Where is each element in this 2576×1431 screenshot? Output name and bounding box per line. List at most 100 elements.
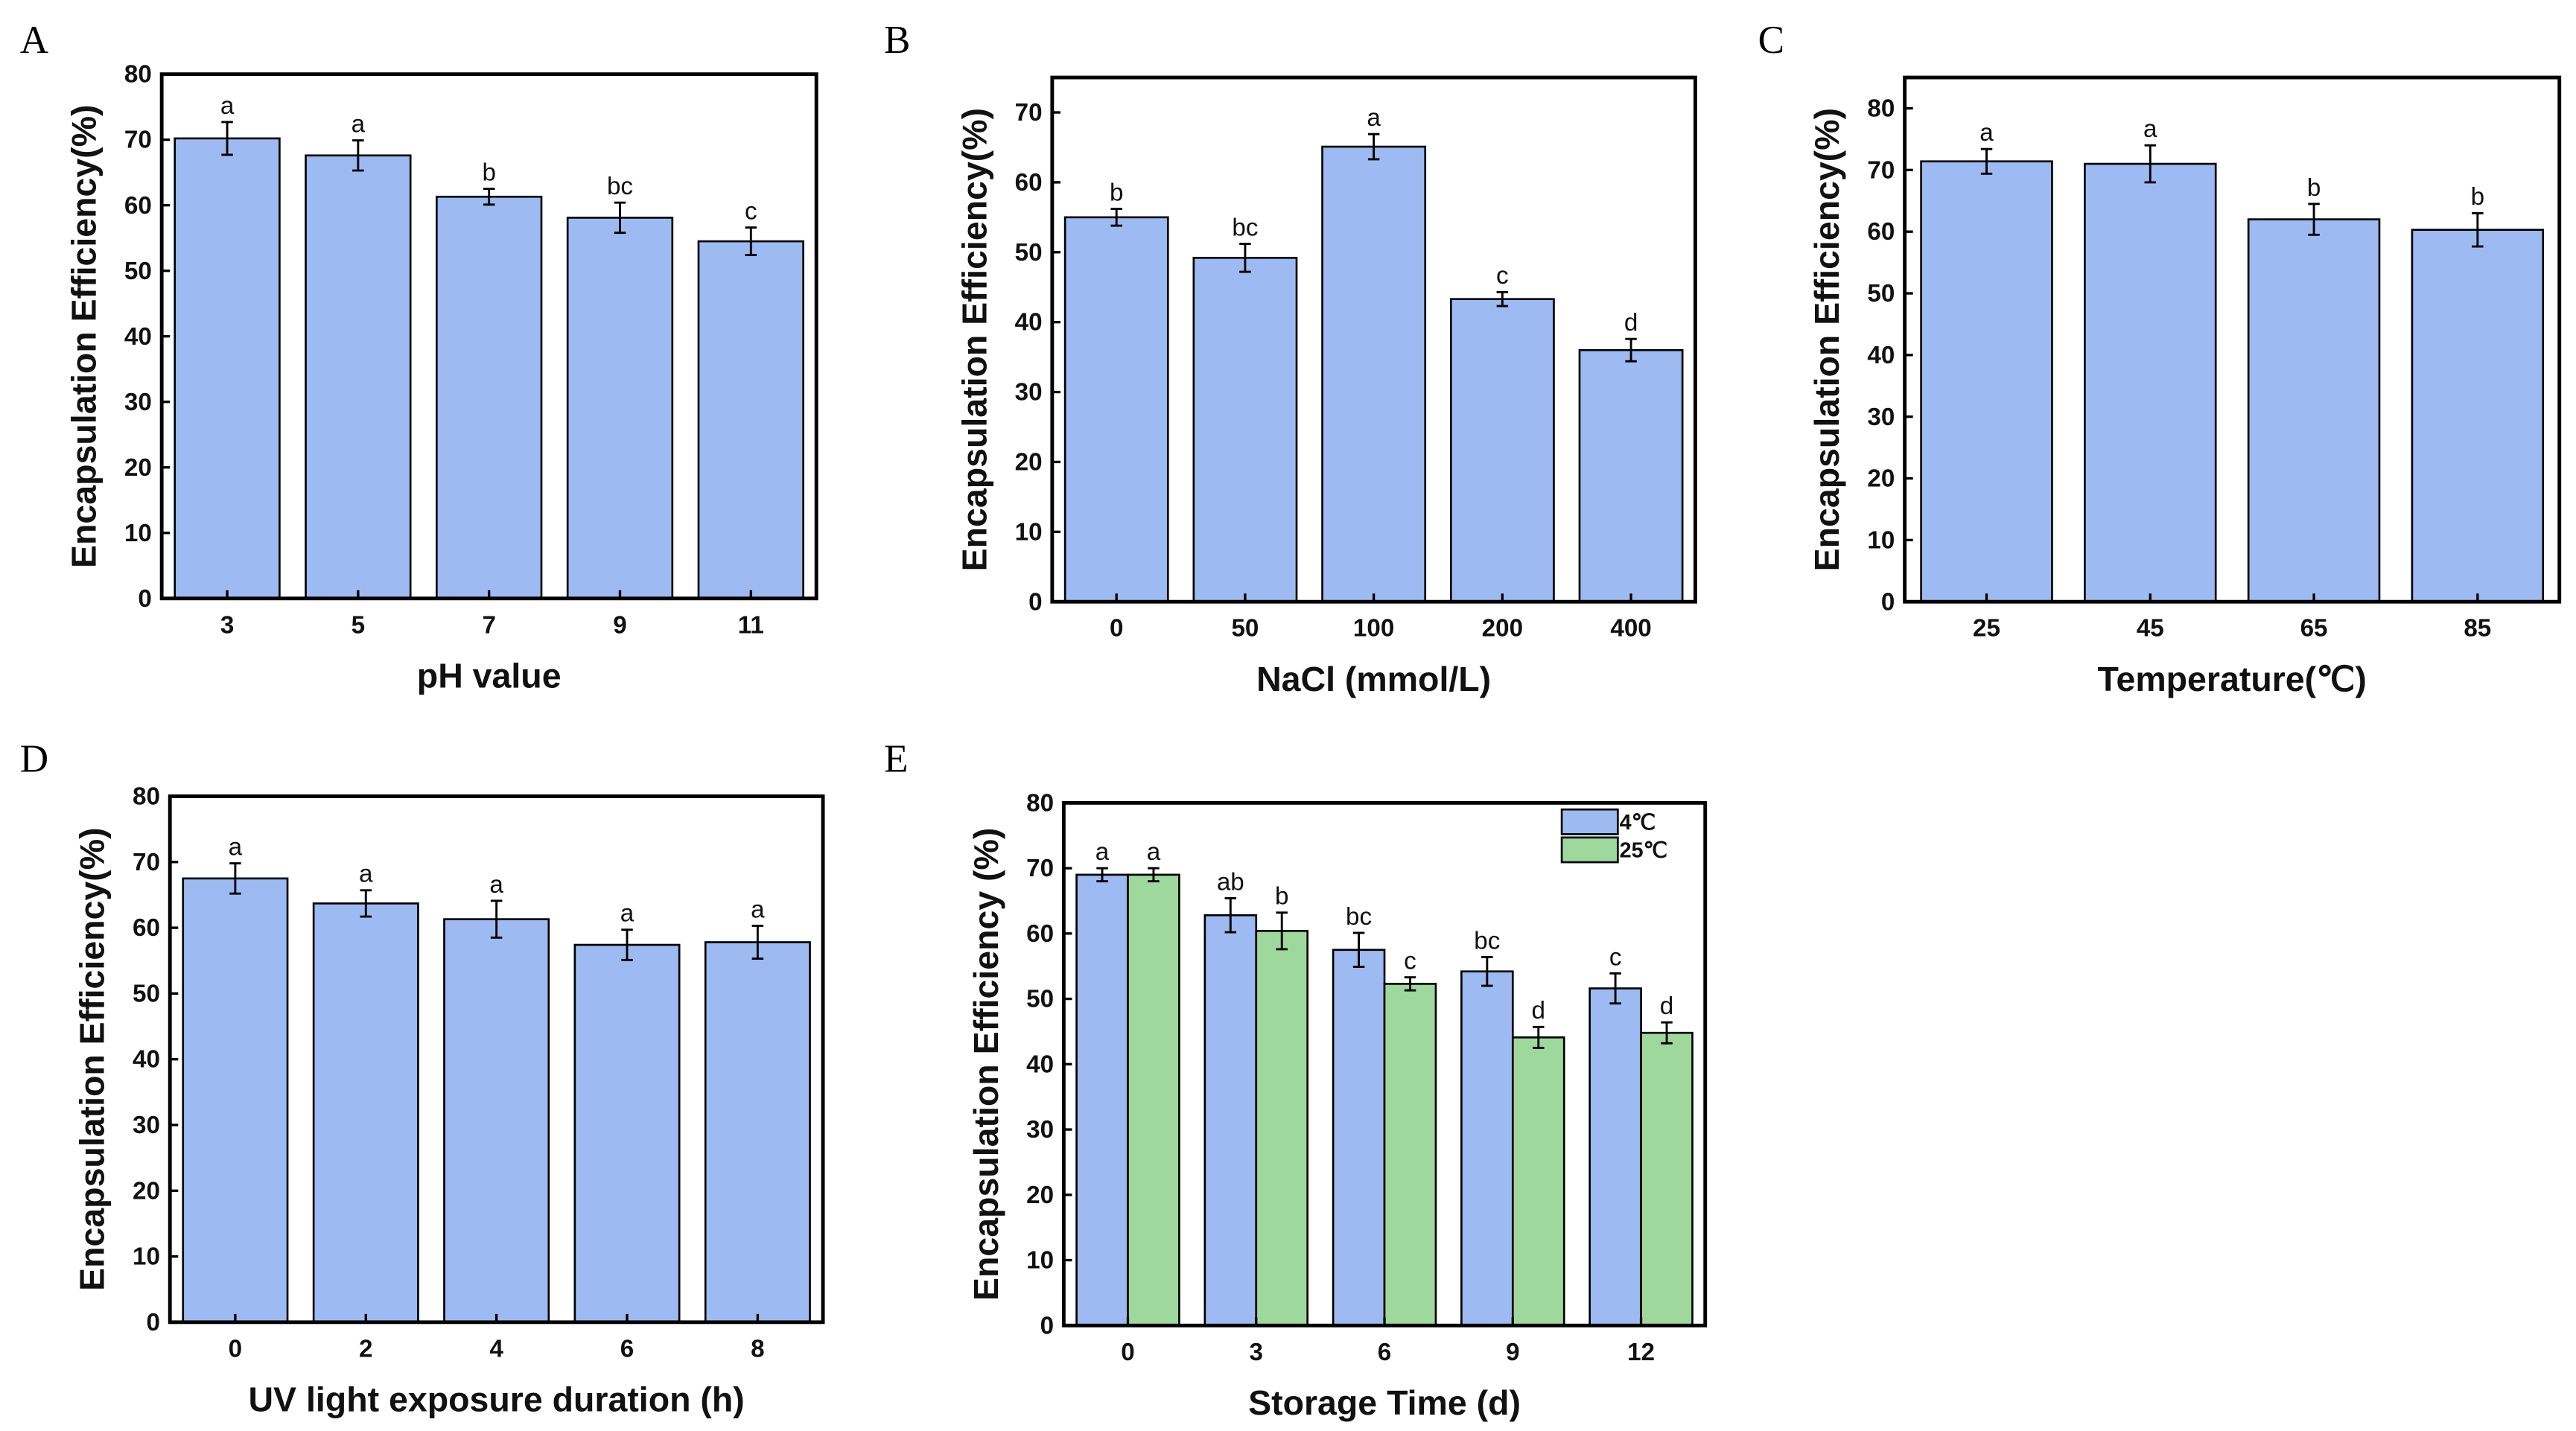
error-bar [614, 201, 626, 235]
x-tick-label: 0 [229, 1335, 242, 1363]
significance-label: a [489, 871, 503, 899]
y-axis-title: Encapsulation Efficiency(%) [955, 108, 993, 572]
significance-label: d [1624, 309, 1638, 337]
significance-label: bc [1346, 903, 1372, 931]
significance-label: ab [1217, 868, 1244, 896]
error-bar [1496, 290, 1509, 307]
error-bar [483, 188, 495, 206]
x-axis-title: Storage Time (d) [1248, 1383, 1521, 1422]
y-tick-label: 50 [133, 980, 160, 1007]
significance-label: a [220, 92, 235, 120]
x-tick-label: 0 [1121, 1339, 1134, 1366]
error-bar [1661, 1021, 1673, 1045]
bar [1075, 873, 1129, 1327]
x-tick-label: 50 [1231, 615, 1259, 643]
x-tick-label: 2 [359, 1335, 372, 1363]
bar [697, 240, 804, 600]
y-tick-label: 0 [1881, 588, 1895, 616]
significance-label: a [2143, 115, 2157, 143]
x-axis-title: Temperature(℃) [2098, 660, 2367, 698]
y-tick-label: 40 [133, 1046, 160, 1074]
bar [704, 941, 811, 1324]
error-bar [1148, 867, 1160, 883]
significance-label: b [1275, 883, 1288, 911]
y-tick-label: 30 [1026, 1116, 1054, 1144]
x-axis-title: pH value [417, 656, 562, 695]
error-bar [1110, 208, 1122, 227]
y-tick-label: 70 [1026, 855, 1054, 882]
x-axis-title: NaCl (mmol/L) [1256, 660, 1491, 698]
error-bar [1352, 931, 1365, 969]
error-bar [352, 139, 364, 172]
y-tick-label: 70 [1867, 156, 1895, 184]
x-tick-label: 100 [1353, 615, 1394, 643]
y-tick-label: 60 [1867, 218, 1895, 246]
significance-label: a [1147, 838, 1161, 866]
x-axis-title: UV light exposure duration (h) [248, 1380, 744, 1418]
significance-label: d [1660, 992, 1673, 1020]
bar [1383, 983, 1437, 1327]
legend-swatch [1560, 836, 1619, 864]
legend: 4℃25℃ [1560, 808, 1667, 864]
y-tick-label: 60 [1015, 169, 1043, 197]
error-bar [1481, 955, 1493, 987]
y-tick-label: 30 [1015, 379, 1043, 407]
error-bar [2308, 203, 2320, 236]
significance-label: bc [1232, 214, 1258, 241]
error-bar [2472, 211, 2484, 248]
x-tick-label: 6 [620, 1335, 634, 1363]
x-tick-label: 85 [2464, 615, 2491, 643]
y-tick-label: 20 [1867, 465, 1895, 493]
significance-label: bc [607, 173, 633, 200]
error-bar [490, 899, 503, 939]
bar [1511, 1036, 1565, 1327]
y-tick-label: 50 [1867, 280, 1895, 307]
significance-label: b [482, 159, 495, 187]
panel-letter: A [20, 19, 48, 62]
y-tick-label: 70 [133, 849, 160, 876]
error-bar [1276, 911, 1288, 951]
bar [573, 943, 681, 1324]
x-tick-label: 3 [220, 611, 234, 639]
error-bar [360, 889, 372, 918]
significance-label: c [1609, 943, 1622, 971]
bar [1578, 348, 1684, 603]
y-tick-label: 40 [1015, 309, 1043, 337]
panel-letter: E [884, 737, 908, 780]
bar [1127, 873, 1180, 1327]
y-tick-label: 40 [1867, 342, 1895, 369]
y-tick-label: 60 [133, 914, 160, 942]
significance-label: a [352, 110, 366, 138]
bar [1255, 930, 1309, 1327]
y-tick-label: 30 [1867, 404, 1895, 431]
error-bar [1367, 133, 1380, 161]
significance-label: a [1367, 104, 1381, 132]
x-tick-label: 4 [489, 1335, 503, 1363]
y-axis-title: Encapsulation Efficiency (%) [967, 828, 1005, 1301]
y-tick-label: 30 [133, 1112, 160, 1139]
x-tick-label: 400 [1610, 615, 1651, 643]
y-tick-label: 20 [1026, 1182, 1054, 1209]
y-tick-label: 70 [124, 127, 152, 154]
significance-label: a [1979, 119, 1994, 147]
x-tick-label: 6 [1378, 1339, 1391, 1366]
error-bar [1224, 897, 1237, 934]
significance-label: a [229, 833, 243, 861]
y-tick-label: 10 [1015, 518, 1043, 546]
y-tick-label: 20 [133, 1177, 160, 1205]
chart-panel-a: Aa a b bc c 0 10 20 30 40 50 60 70 80 3 5 7 9 11 pH value En… [20, 19, 818, 695]
significance-label: a [359, 861, 373, 888]
error-bar [1533, 1025, 1545, 1049]
error-bar [1096, 867, 1108, 883]
x-tick-label: 12 [1627, 1339, 1655, 1366]
chart-panel-b: Bb bc a c d 0 10 20 30 40 50 60 70 0 50 100 200 400 NaCl (… [884, 19, 1697, 698]
error-bar [745, 226, 757, 257]
chart-panel-c: Ca a b b 0 10 20 30 40 50 60 70 80 25 45 65 85 Temperatur… [1758, 19, 2562, 698]
y-tick-label: 50 [1026, 986, 1054, 1013]
y-tick-label: 40 [1026, 1051, 1054, 1078]
significance-label: c [1496, 262, 1509, 290]
x-tick-label: 9 [1506, 1339, 1519, 1366]
error-bar [751, 925, 764, 960]
bar [1449, 298, 1555, 603]
significance-label: a [620, 900, 635, 928]
